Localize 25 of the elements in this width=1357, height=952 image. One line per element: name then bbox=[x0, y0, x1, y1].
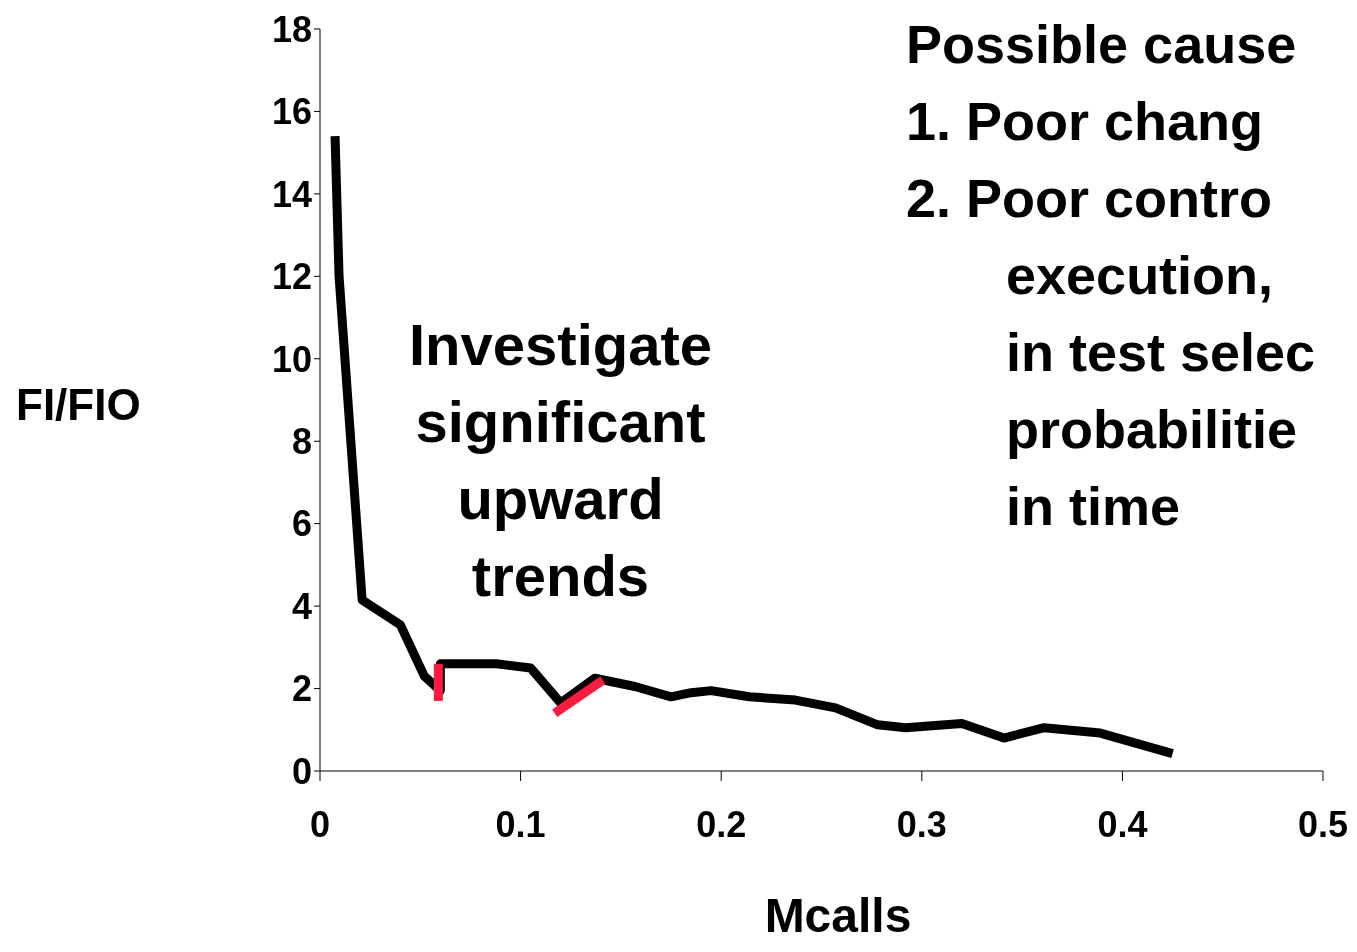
annotation: Possible cause bbox=[906, 13, 1298, 76]
x-tick-label: 0.3 bbox=[896, 803, 947, 845]
annotation: 2. Poor contro bbox=[906, 167, 1274, 230]
annotation: in test selec bbox=[1005, 321, 1317, 384]
y-tick-label: 10 bbox=[271, 338, 312, 380]
y-tick-label: 14 bbox=[271, 173, 312, 215]
annotation: probabilitie bbox=[1005, 398, 1298, 461]
x-tick-label: 0.2 bbox=[696, 803, 747, 845]
y-tick-label: 4 bbox=[291, 585, 312, 627]
y-tick-label: 12 bbox=[271, 256, 312, 298]
y-tick-label: 6 bbox=[291, 503, 312, 545]
y-tick-label: 18 bbox=[271, 8, 312, 50]
annotation: execution, bbox=[1005, 244, 1275, 307]
y-tick-label: 0 bbox=[291, 750, 312, 792]
y-tick-label: 16 bbox=[271, 91, 312, 133]
x-tick-label: 0.4 bbox=[1097, 803, 1148, 845]
y-tick-label: 8 bbox=[291, 421, 312, 462]
y-axis-title: FI/FIO bbox=[16, 380, 141, 430]
annotation: 1. Poor chang bbox=[906, 90, 1265, 153]
x-tick-label: 0.5 bbox=[1297, 803, 1349, 845]
annotation: in time bbox=[1005, 475, 1182, 538]
x-tick-label: 0.1 bbox=[495, 803, 546, 845]
y-tick-label: 2 bbox=[291, 668, 312, 710]
annotation: Investigate significant upward trends bbox=[408, 311, 713, 610]
x-axis-title: Mcalls bbox=[763, 888, 913, 943]
